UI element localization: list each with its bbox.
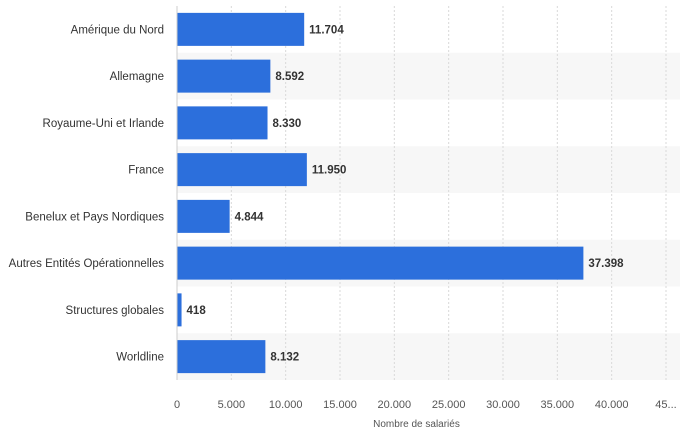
x-tick-label: 15.000: [323, 399, 357, 411]
bar: [177, 59, 271, 93]
bar: [177, 153, 307, 187]
value-labels: 11.704 8.592 8.330 11.950 4.844 37.398 418 8.13…: [187, 24, 625, 363]
value-label: 11.950: [312, 165, 347, 177]
category-label: Structures globales: [66, 305, 165, 317]
category-label: France: [128, 165, 164, 177]
x-tick-labels: 0 5.000 10.000 15.000 20.000 25.000 30.000 35.0…: [174, 399, 677, 411]
x-axis-title: Nombre de salariés: [373, 419, 460, 430]
bar: [177, 340, 266, 374]
x-tick-label: 5.000: [218, 399, 246, 411]
x-tick-label: 10.000: [269, 399, 303, 411]
category-labels: Amérique du Nord Allemagne Royaume-Uni et …: [9, 24, 165, 363]
bar: [177, 12, 305, 46]
value-label: 418: [187, 305, 207, 317]
category-label: Allemagne: [110, 71, 164, 83]
bar: [177, 106, 268, 140]
bar: [177, 293, 182, 327]
category-label: Worldline: [116, 352, 164, 364]
value-label: 8.132: [270, 352, 299, 364]
x-tick-label: 0: [174, 399, 180, 411]
category-label: Royaume-Uni et Irlande: [43, 118, 164, 130]
category-label: Amérique du Nord: [71, 24, 164, 36]
x-tick-label: 30.000: [486, 399, 520, 411]
bar: [177, 246, 584, 280]
bar: [177, 199, 230, 233]
x-tick-label: 40.000: [595, 399, 629, 411]
x-tick-label: 20.000: [378, 399, 412, 411]
category-label: Autres Entités Opérationnelles: [9, 258, 165, 270]
value-label: 4.844: [235, 211, 264, 223]
bars: [177, 12, 584, 374]
category-label: Benelux et Pays Nordiques: [25, 211, 164, 223]
x-tick-label: 25.000: [432, 399, 466, 411]
x-tick-label: 35.000: [541, 399, 575, 411]
x-tick-label: 45...: [655, 399, 676, 411]
value-label: 8.330: [273, 118, 302, 130]
value-label: 8.592: [275, 71, 304, 83]
value-label: 37.398: [588, 258, 624, 270]
value-label: 11.704: [309, 24, 344, 36]
